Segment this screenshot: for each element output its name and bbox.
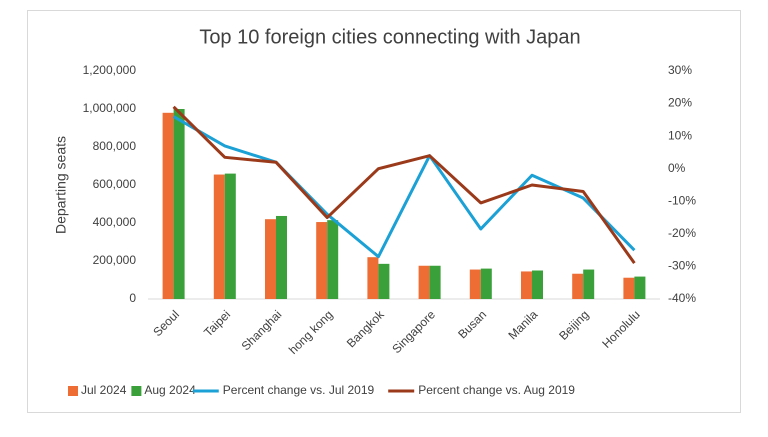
- y2-tick-label: -20%: [668, 226, 696, 240]
- y-tick-label: 600,000: [93, 177, 137, 191]
- y2-tick-label: 20%: [668, 96, 692, 110]
- y2-tick-label: -40%: [668, 291, 696, 305]
- y-tick-label: 200,000: [93, 253, 137, 267]
- line-series: [172, 115, 636, 259]
- bar: [276, 215, 287, 299]
- y2-tick-label: -10%: [668, 193, 696, 207]
- bar: [265, 219, 276, 299]
- legend-label: Percent change vs. Jul 2019: [223, 383, 375, 397]
- legend-swatch: [131, 386, 142, 396]
- bar: [224, 173, 236, 299]
- legend-label: Percent change vs. Aug 2019: [418, 383, 575, 397]
- legend-swatch: [68, 386, 78, 396]
- legend-label: Aug 2024: [144, 383, 196, 397]
- legend-label: Jul 2024: [81, 383, 127, 397]
- chart-frame: [27, 10, 741, 413]
- bar: [418, 265, 430, 299]
- y2-tick-label: 0%: [668, 161, 686, 175]
- bar: [623, 277, 635, 299]
- y-tick-label: 1,000,000: [83, 101, 137, 115]
- bar: [173, 109, 185, 299]
- chart-title: Top 10 foreign cities connecting with Ja…: [199, 26, 580, 48]
- y2-tick-label: -30%: [668, 259, 696, 273]
- y-tick-label: 1,200,000: [83, 63, 137, 77]
- bar: [532, 270, 543, 299]
- bar: [469, 269, 481, 299]
- y-tick-label: 400,000: [93, 215, 137, 229]
- bar: [213, 174, 225, 299]
- bar: [327, 220, 339, 299]
- bar: [634, 276, 646, 299]
- bar: [583, 269, 595, 299]
- y-tick-label: 0: [129, 291, 136, 305]
- bar: [367, 257, 379, 299]
- bar: [572, 273, 584, 299]
- bar: [378, 263, 390, 299]
- bar: [316, 222, 328, 299]
- y2-tick-label: 10%: [668, 128, 692, 142]
- bar: [162, 112, 174, 299]
- y-axis-title: Departing seats: [53, 136, 69, 234]
- bar: [521, 271, 532, 299]
- y2-tick-label: 30%: [668, 63, 692, 77]
- bar: [429, 265, 441, 299]
- bar: [480, 268, 492, 299]
- y-tick-label: 800,000: [93, 139, 137, 153]
- line-series: [172, 105, 636, 265]
